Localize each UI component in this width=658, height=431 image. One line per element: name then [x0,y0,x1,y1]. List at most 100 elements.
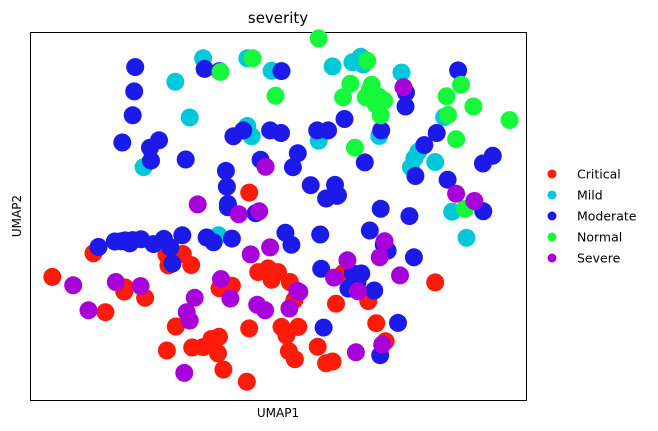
point-severe-29 [465,192,484,210]
point-moderate-48 [389,313,407,332]
point-critical-6 [157,341,176,360]
point-critical-30 [289,317,308,336]
point-normal-4 [334,88,352,107]
legend-marker-mild [547,190,557,200]
y-axis-label: UMAP2 [10,195,24,237]
point-critical-41 [426,273,445,292]
point-severe-18 [256,157,275,176]
point-moderate-1 [125,82,144,101]
point-moderate-45 [372,121,391,140]
point-severe-10 [241,245,260,264]
point-severe-2 [106,273,125,291]
point-moderate-4 [150,131,168,150]
point-severe-3 [131,277,150,296]
legend-marker-moderate [547,211,557,221]
point-moderate-7 [195,59,214,78]
point-severe-16 [290,282,309,301]
point-critical-11 [166,317,185,336]
point-moderate-70 [204,233,223,252]
point-moderate-28 [311,225,330,244]
point-moderate-73 [163,254,182,273]
point-severe-22 [348,282,367,301]
point-normal-12 [375,91,394,110]
point-normal-2 [266,86,285,105]
point-normal-0 [211,62,230,81]
point-mild-1 [180,108,199,127]
point-moderate-6 [176,150,195,169]
point-critical-5 [96,303,115,322]
legend-marker-critical [547,169,557,179]
point-moderate-54 [415,136,434,155]
point-normal-8 [358,51,377,70]
point-moderate-34 [329,186,347,205]
point-moderate-50 [400,207,419,226]
point-moderate-23 [282,235,301,254]
legend-marker-normal [547,232,557,242]
legend-marker-severe [547,253,557,263]
point-critical-29 [285,350,304,369]
point-severe-12 [256,301,275,320]
point-severe-30 [175,363,194,382]
scatter-points [43,29,519,391]
point-moderate-72 [132,230,151,249]
point-severe-31 [188,195,207,214]
point-moderate-9 [216,161,235,180]
point-severe-7 [212,270,230,289]
point-moderate-19 [272,124,290,142]
point-mild-17 [426,153,445,171]
point-severe-25 [373,335,392,354]
point-normal-3 [309,29,328,48]
legend-label-moderate: Moderate [577,209,637,224]
point-moderate-2 [123,106,142,125]
point-moderate-61 [89,238,108,256]
point-severe-17 [250,202,269,221]
point-severe-26 [391,266,409,285]
point-moderate-20 [272,62,291,81]
point-severe-14 [280,299,299,318]
point-mild-0 [166,72,185,91]
point-critical-10 [182,256,201,275]
point-severe-23 [370,248,389,267]
point-moderate-55 [427,124,446,142]
point-critical-16 [210,327,228,346]
point-normal-13 [371,106,390,125]
point-moderate-59 [483,146,502,165]
point-severe-8 [221,289,240,308]
point-critical-25 [269,263,287,282]
point-severe-19 [325,268,344,287]
point-severe-9 [229,205,248,224]
point-severe-13 [261,238,280,257]
point-critical-0 [43,267,62,286]
point-severe-6 [185,288,204,307]
point-moderate-57 [449,61,468,80]
point-moderate-41 [360,221,379,240]
point-critical-20 [237,372,256,391]
point-moderate-24 [288,144,307,163]
point-moderate-40 [355,153,374,172]
point-moderate-56 [438,170,457,189]
point-moderate-75 [161,238,180,257]
point-critical-19 [214,360,233,379]
point-normal-15 [447,130,466,149]
point-moderate-43 [371,199,390,218]
point-normal-18 [464,97,483,116]
point-critical-36 [327,294,345,313]
point-moderate-42 [365,281,384,300]
point-critical-21 [240,319,259,338]
point-moderate-0 [126,58,145,77]
point-moderate-21 [283,158,302,177]
legend-label-severe: Severe [577,251,621,266]
point-moderate-52 [404,248,423,267]
point-moderate-15 [234,121,253,140]
point-critical-33 [308,337,327,356]
x-axis-label: UMAP1 [257,406,299,420]
point-moderate-51 [396,97,415,116]
point-normal-19 [500,111,519,130]
legend-label-critical: Critical [577,167,621,182]
point-critical-35 [323,352,342,371]
point-mild-8 [323,57,342,76]
point-critical-15 [209,344,227,363]
point-moderate-10 [217,177,236,196]
point-critical-42 [240,183,259,202]
